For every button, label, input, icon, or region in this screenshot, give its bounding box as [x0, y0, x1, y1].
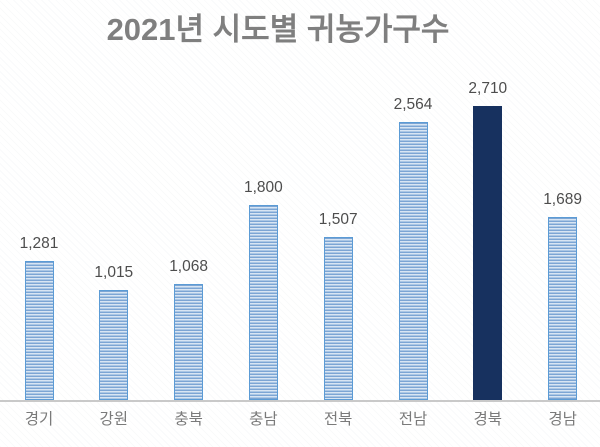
category-label-경북: 경북 [473, 411, 503, 428]
value-label-경북: 2,710 [468, 80, 508, 97]
value-label-전남: 2,564 [393, 96, 433, 113]
category-label-충북: 충북 [174, 411, 203, 428]
category-label-전북: 전북 [323, 411, 353, 428]
value-label-충북: 1,068 [169, 258, 208, 275]
bar-전북 [323, 237, 353, 400]
value-label-강원: 1,015 [94, 264, 134, 281]
value-label-충남: 1,800 [243, 179, 283, 196]
category-label-경남: 경남 [548, 411, 577, 428]
category-label-충남: 충남 [249, 411, 278, 428]
bar-경기 [24, 261, 54, 400]
x-axis-line [0, 400, 600, 402]
category-label-전남: 전남 [398, 411, 428, 428]
bar-충북 [174, 284, 204, 400]
bar-강원 [99, 290, 129, 400]
value-label-전북: 1,507 [318, 211, 358, 228]
category-label-강원: 강원 [99, 411, 129, 428]
value-label-경남: 1,689 [543, 191, 582, 208]
bar-충남 [248, 205, 278, 400]
value-label-경기: 1,281 [19, 235, 59, 252]
chart-title: 2021년 시도별 귀농가구수 [106, 12, 450, 47]
bar-전남 [398, 122, 428, 400]
bar-경남 [548, 217, 578, 400]
category-label-경기: 경기 [24, 411, 54, 428]
bar-경북 [473, 106, 503, 400]
